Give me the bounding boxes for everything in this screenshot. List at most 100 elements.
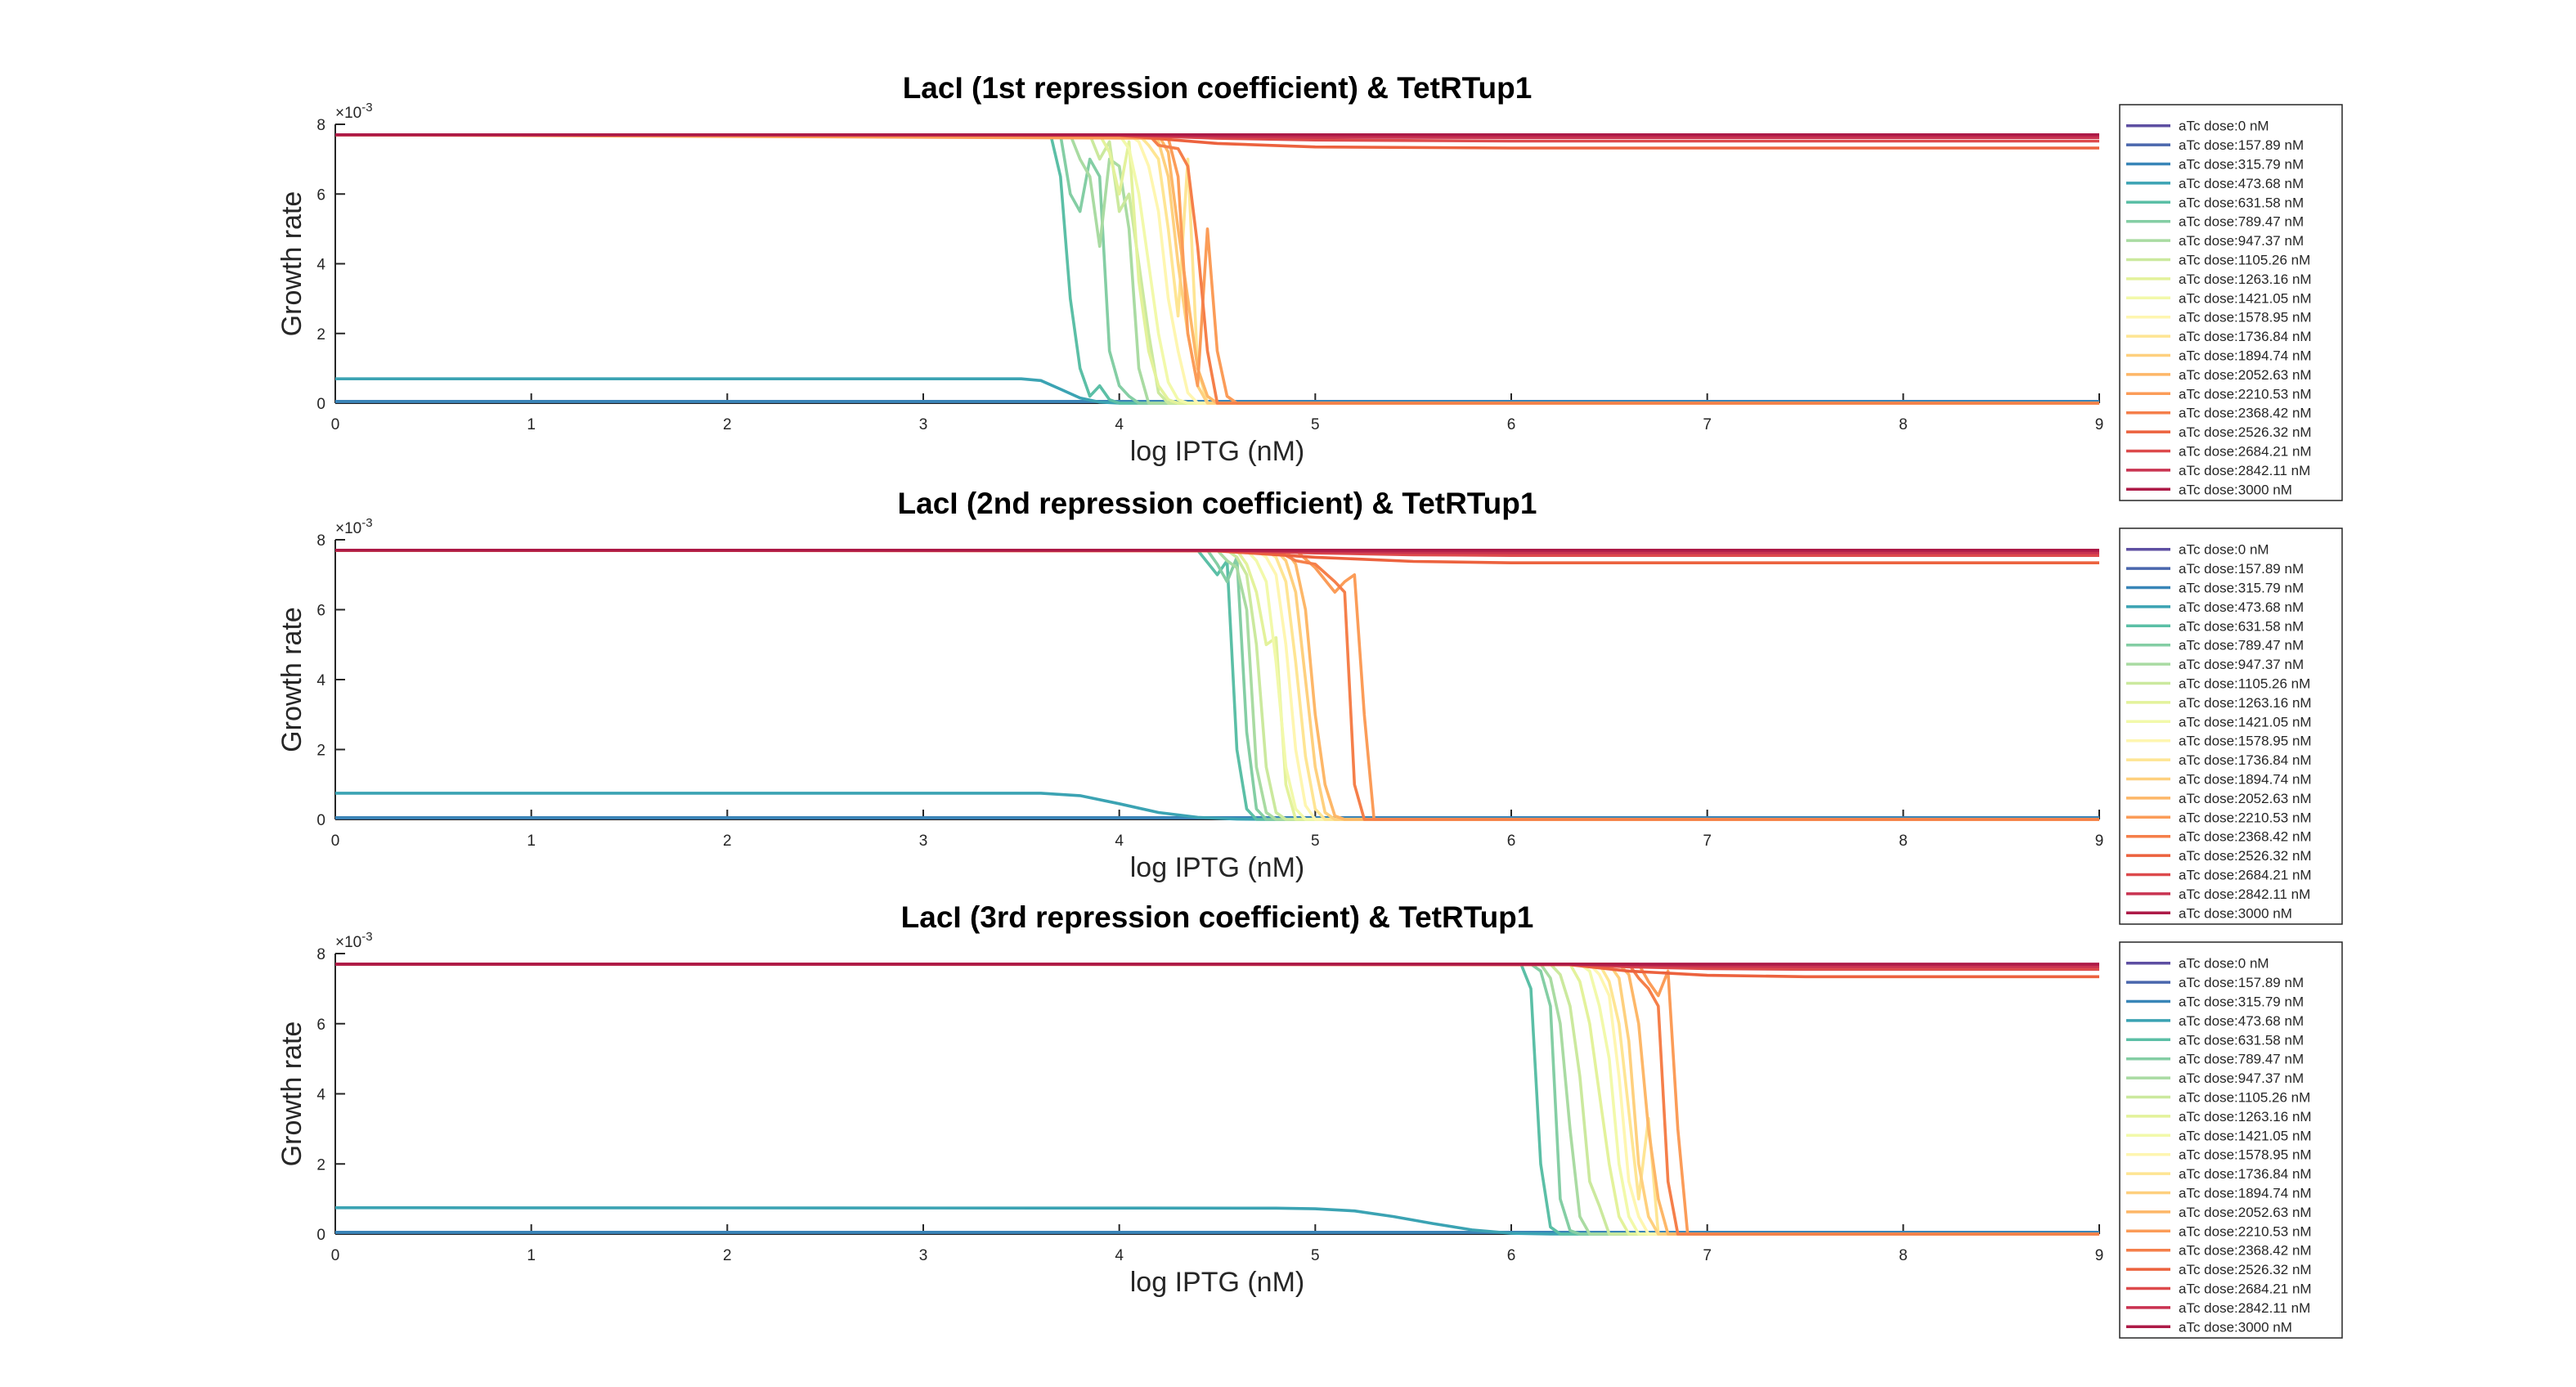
series-group	[334, 963, 2099, 1236]
series-line-13	[335, 963, 2099, 1236]
series-line-4	[334, 1206, 2099, 1236]
legend-entry: aTc dose:157.89 nM	[2179, 561, 2304, 577]
legend-entry: aTc dose:315.79 nM	[2179, 581, 2304, 596]
legend-entry: aTc dose:947.37 nM	[2179, 657, 2304, 672]
y-scale-multiplier: ×10-3	[335, 516, 373, 537]
series-line-8	[335, 548, 2099, 821]
series-line-12	[335, 133, 2099, 405]
chart-title: LacI (3rd repression coefficient) & TetR…	[901, 900, 1534, 934]
series-line-6	[335, 548, 2099, 821]
legend-entry: aTc dose:1105.26 nM	[2179, 676, 2310, 692]
series-line-8	[335, 133, 2099, 405]
x-tick-label: 1	[527, 416, 536, 433]
x-tick-label: 7	[1703, 416, 1712, 433]
legend-entry: aTc dose:1736.84 nM	[2179, 1166, 2312, 1182]
legend-entry: aTc dose:1736.84 nM	[2179, 329, 2312, 344]
y-scale-exponent: -3	[361, 516, 372, 530]
legend-entry: aTc dose:1105.26 nM	[2179, 253, 2310, 268]
series-line-10	[335, 963, 2099, 1236]
y-tick-label: 2	[316, 326, 325, 343]
legend-entry: aTc dose:1421.05 nM	[2179, 1128, 2312, 1143]
legend-entry: aTc dose:0 nM	[2179, 542, 2269, 558]
legend-entry: aTc dose:2210.53 nM	[2179, 810, 2312, 825]
series-line-9	[335, 548, 2099, 821]
legend-entry: aTc dose:1736.84 nM	[2179, 752, 2312, 768]
y-tick-label: 8	[316, 946, 325, 963]
legend-entry: aTc dose:1894.74 nM	[2179, 1186, 2312, 1201]
legend-entry: aTc dose:3000 nM	[2179, 482, 2292, 497]
x-tick-label: 8	[1899, 416, 1908, 433]
chart-panel-3: LacI (3rd repression coefficient) & TetR…	[276, 900, 2343, 1339]
legend-entry: aTc dose:2052.63 nM	[2179, 367, 2312, 383]
series-line-15	[335, 548, 2099, 821]
x-tick-label: 4	[1115, 833, 1124, 850]
legend-entry: aTc dose:1578.95 nM	[2179, 1147, 2312, 1163]
y-tick-label: 6	[316, 1017, 325, 1034]
series-line-16	[335, 548, 2099, 821]
legend-entry: aTc dose:789.47 nM	[2179, 214, 2304, 230]
series-line-16	[335, 133, 2099, 405]
series-line-15	[334, 133, 2099, 405]
y-tick-label: 4	[316, 672, 325, 689]
legend-entry: aTc dose:3000 nM	[2179, 1319, 2292, 1335]
y-scale-exponent: -3	[361, 930, 372, 944]
series-line-5	[335, 963, 2099, 1236]
x-tick-label: 3	[919, 1247, 928, 1264]
x-tick-label: 0	[331, 833, 340, 850]
legend-entry: aTc dose:2842.11 nM	[2179, 1300, 2310, 1316]
legend-entry: aTc dose:1421.05 nM	[2179, 714, 2312, 729]
legend-entry: aTc dose:2210.53 nM	[2179, 1223, 2312, 1239]
x-tick-label: 5	[1311, 1247, 1320, 1264]
series-line-10	[335, 548, 2099, 821]
legend-entry: aTc dose:947.37 nM	[2179, 1071, 2304, 1086]
y-scale-base: ×10	[335, 105, 361, 122]
x-tick-label: 9	[2095, 833, 2104, 850]
legend-entry: aTc dose:473.68 nM	[2179, 599, 2304, 615]
legend-entry: aTc dose:2684.21 nM	[2179, 868, 2312, 883]
legend-entry: aTc dose:631.58 nM	[2179, 195, 2304, 210]
series-line-12	[335, 548, 2099, 821]
legend-entry: aTc dose:631.58 nM	[2179, 1032, 2304, 1048]
series-line-5	[335, 548, 2099, 821]
series-line-9	[335, 133, 2099, 405]
legend-box	[2119, 527, 2343, 925]
legend-entry: aTc dose:1105.26 nM	[2179, 1090, 2310, 1106]
x-tick-label: 5	[1311, 416, 1320, 433]
series-group	[334, 548, 2099, 821]
series-line-12	[335, 963, 2099, 1236]
legend-entry: aTc dose:2684.21 nM	[2179, 444, 2312, 460]
legend-entry: aTc dose:157.89 nM	[2179, 137, 2304, 153]
legend-entry: aTc dose:947.37 nM	[2179, 233, 2304, 249]
series-line-6	[335, 133, 2099, 405]
x-tick-label: 2	[723, 833, 732, 850]
x-tick-label: 0	[331, 416, 340, 433]
x-tick-label: 2	[723, 1247, 732, 1264]
x-tick-label: 1	[527, 1247, 536, 1264]
x-tick-label: 4	[1115, 416, 1124, 433]
legend-entry: aTc dose:2210.53 nM	[2179, 386, 2312, 402]
series-line-14	[335, 133, 2099, 405]
y-tick-label: 6	[316, 603, 325, 620]
y-axis-label: Growth rate	[276, 191, 307, 337]
x-tick-label: 9	[2095, 1247, 2104, 1264]
legend-box	[2119, 941, 2343, 1339]
y-tick-label: 0	[316, 812, 325, 829]
legend-entry: aTc dose:157.89 nM	[2179, 975, 2304, 990]
y-scale-base: ×10	[335, 934, 361, 951]
legend-entry: aTc dose:1578.95 nM	[2179, 310, 2312, 325]
legend-entry: aTc dose:2052.63 nM	[2179, 791, 2312, 806]
series-group	[334, 133, 2099, 405]
legend-entry: aTc dose:631.58 nM	[2179, 618, 2304, 634]
x-tick-label: 0	[331, 1247, 340, 1264]
y-axis-label: Growth rate	[276, 607, 307, 752]
y-tick-label: 4	[316, 257, 325, 274]
legend-entry: aTc dose:2368.42 nM	[2179, 829, 2312, 845]
legend-entry: aTc dose:1263.16 nM	[2179, 695, 2312, 711]
y-tick-label: 4	[316, 1087, 325, 1104]
legend-entry: aTc dose:1894.74 nM	[2179, 772, 2312, 788]
series-line-7	[335, 963, 2099, 1236]
legend-entry: aTc dose:473.68 nM	[2179, 1013, 2304, 1029]
series-line-11	[335, 548, 2099, 821]
x-axis-label: log IPTG (nM)	[1130, 436, 1304, 467]
